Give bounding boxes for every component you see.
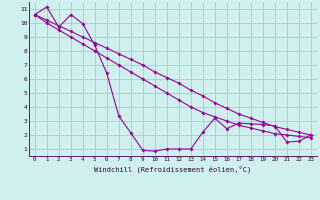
X-axis label: Windchill (Refroidissement éolien,°C): Windchill (Refroidissement éolien,°C) [94, 165, 252, 173]
